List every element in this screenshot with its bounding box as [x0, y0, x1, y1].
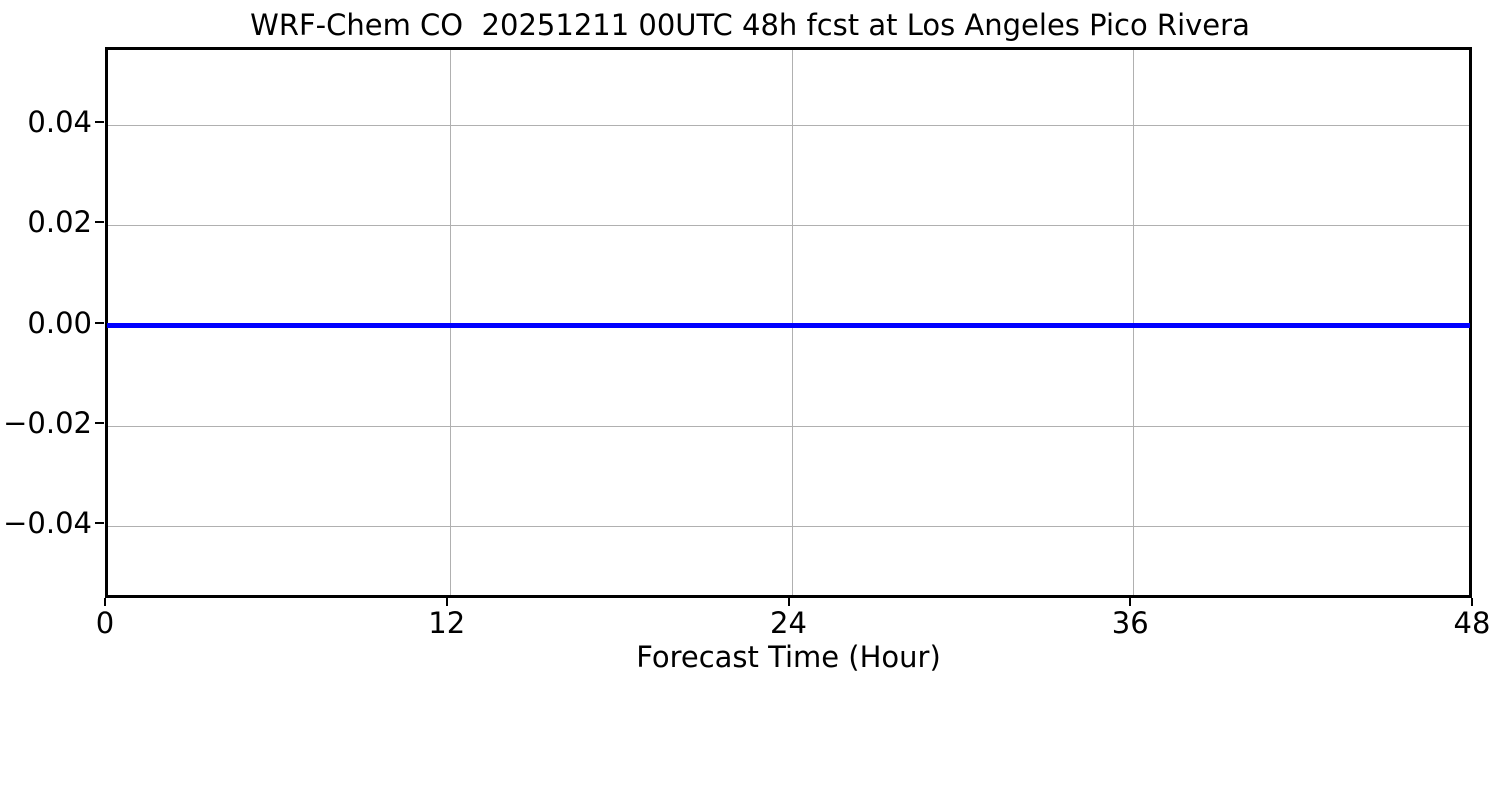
y-axis-label: CO (ppm) — [0, 339, 2, 356]
x-tick-mark — [1471, 598, 1473, 606]
series-layer — [107, 50, 1470, 595]
y-tick-mark — [95, 121, 104, 124]
x-tick-label: 48 — [1453, 606, 1491, 640]
y-axis-label-clip: CO (ppm) — [0, 322, 2, 356]
x-tick-mark — [445, 598, 448, 606]
x-tick-mark — [1129, 598, 1132, 606]
y-tick-label: 0.00 — [27, 305, 92, 340]
plot-area — [105, 47, 1472, 598]
x-tick-mark — [104, 598, 106, 606]
gridline-horizontal — [108, 525, 1469, 527]
y-tick-mark — [95, 521, 104, 524]
gridline-horizontal — [108, 425, 1469, 427]
gridline-horizontal — [108, 125, 1469, 127]
gridline-vertical — [1133, 50, 1135, 595]
y-tick-mark — [95, 321, 104, 324]
y-tick-mark — [95, 221, 104, 224]
chart-title: WRF-Chem CO 20251211 00UTC 48h fcst at L… — [250, 8, 1250, 42]
y-tick-label: −0.04 — [3, 505, 92, 540]
y-tick-label: 0.04 — [27, 105, 92, 140]
y-tick-mark — [95, 421, 104, 424]
x-axis-label: Forecast Time (Hour) — [636, 640, 941, 674]
x-tick-mark — [787, 598, 790, 606]
gridline-horizontal — [108, 225, 1469, 227]
series-line — [107, 323, 1470, 328]
y-tick-label: 0.02 — [27, 205, 92, 240]
x-tick-label: 36 — [1111, 606, 1149, 640]
gridline-vertical — [791, 50, 793, 595]
x-tick-label: 12 — [428, 606, 466, 640]
gridline-vertical — [449, 50, 451, 595]
x-tick-label: 24 — [770, 606, 807, 640]
y-tick-label: −0.02 — [3, 405, 92, 440]
x-tick-label: 0 — [95, 606, 115, 640]
